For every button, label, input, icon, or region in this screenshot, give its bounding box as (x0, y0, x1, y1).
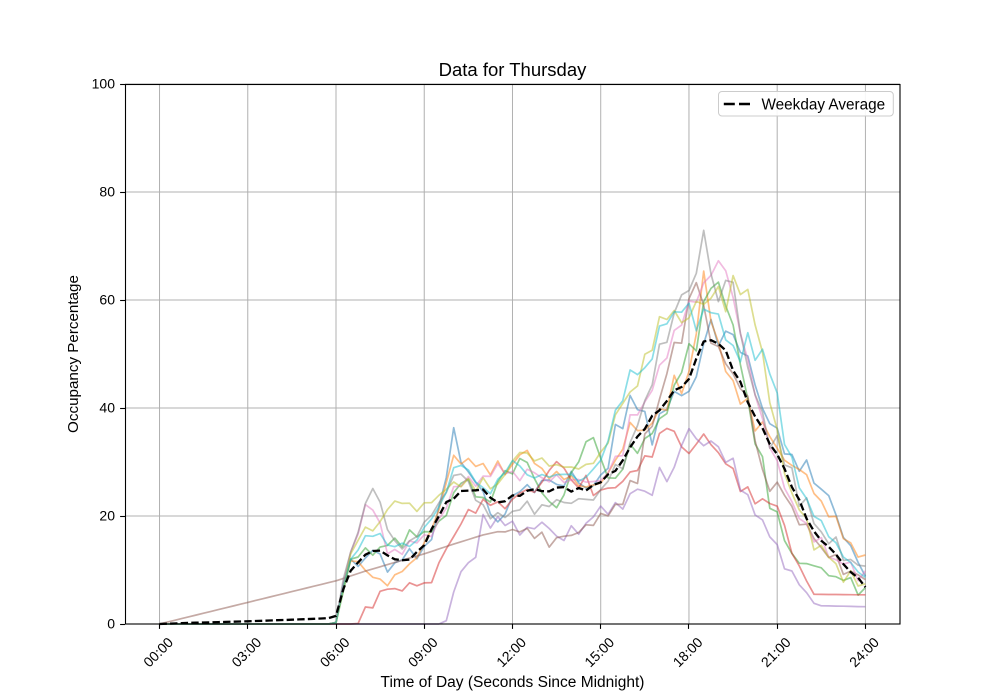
svg-text:40: 40 (99, 400, 115, 416)
svg-text:Time of Day (Seconds Since Mid: Time of Day (Seconds Since Midnight) (381, 674, 645, 691)
svg-text:Occupancy Percentage: Occupancy Percentage (65, 275, 82, 433)
svg-text:Data for Thursday: Data for Thursday (439, 59, 587, 80)
svg-text:0: 0 (107, 616, 115, 632)
svg-text:100: 100 (92, 76, 116, 92)
svg-text:Weekday Average: Weekday Average (762, 96, 886, 113)
svg-text:80: 80 (99, 184, 115, 200)
svg-text:20: 20 (99, 508, 115, 524)
svg-text:60: 60 (99, 292, 115, 308)
